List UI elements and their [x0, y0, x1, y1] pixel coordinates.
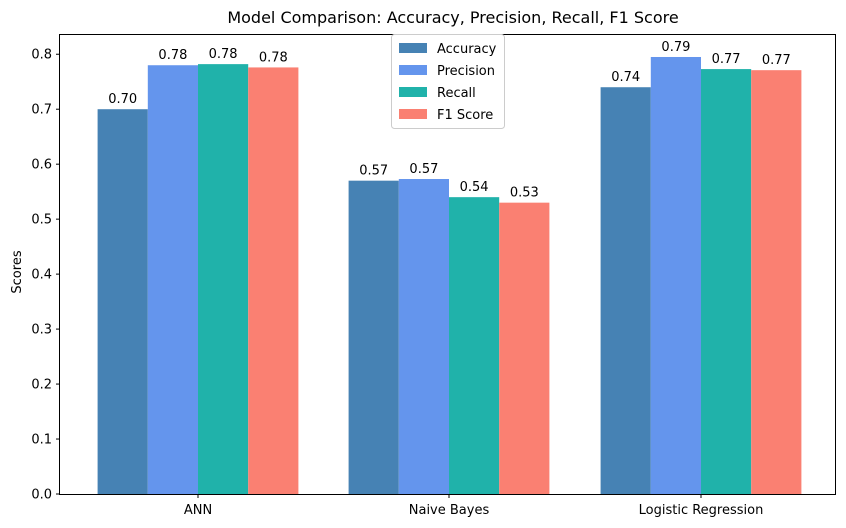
- x-axis: ANN Naive Bayes Logistic Regression: [184, 494, 764, 518]
- chart-title: Model Comparison: Accuracy, Precision, R…: [227, 8, 678, 27]
- y-tick-label: 0.8: [31, 48, 52, 63]
- legend-label: F1 Score: [437, 108, 493, 123]
- y-tick-label: 0.7: [31, 103, 52, 118]
- y-tick-label: 0.3: [31, 323, 52, 338]
- legend-label: Accuracy: [437, 42, 497, 57]
- legend-label: Recall: [437, 86, 476, 101]
- legend-swatch: [399, 65, 427, 75]
- bar-recall-logistic-regression: [701, 69, 752, 494]
- x-tick-label: Naive Bayes: [409, 503, 490, 518]
- bars-group: [97, 56, 802, 495]
- data-label: 0.79: [661, 40, 690, 55]
- bar-recall-naive-bayes: [449, 197, 500, 494]
- data-label: 0.57: [359, 164, 388, 179]
- bar-f1-score-naive-bayes: [499, 202, 550, 494]
- legend: Accuracy Precision Recall F1 Score: [391, 34, 505, 129]
- data-label: 0.70: [108, 92, 137, 107]
- y-axis: 0.0 0.1 0.2 0.3 0.4 0.5 0.6 0.7 0.8: [31, 48, 60, 503]
- x-tick-label: Logistic Regression: [639, 503, 764, 518]
- data-label: 0.74: [611, 70, 640, 85]
- x-tick-label: ANN: [184, 503, 212, 518]
- data-label: 0.57: [409, 162, 438, 177]
- y-axis-label: Scores: [10, 250, 25, 293]
- y-tick-label: 0.2: [31, 378, 52, 393]
- bar-precision-ann: [147, 65, 198, 494]
- bar-recall-ann: [198, 64, 249, 494]
- data-label: 0.78: [158, 48, 187, 63]
- data-label: 0.78: [259, 50, 288, 65]
- y-tick-label: 0.4: [31, 268, 52, 283]
- legend-swatch: [399, 43, 427, 53]
- legend-box: [391, 34, 505, 129]
- legend-swatch: [399, 87, 427, 97]
- bar-f1-score-ann: [248, 67, 299, 495]
- bar-accuracy-logistic-regression: [600, 87, 651, 494]
- data-label: 0.54: [460, 180, 489, 195]
- bar-precision-logistic-regression: [650, 56, 701, 495]
- y-tick-label: 0.1: [31, 433, 52, 448]
- legend-label: Precision: [437, 64, 495, 79]
- data-label: 0.53: [510, 186, 539, 201]
- bar-precision-naive-bayes: [398, 179, 449, 494]
- bar-accuracy-naive-bayes: [348, 180, 399, 495]
- bar-accuracy-ann: [97, 109, 148, 495]
- data-label: 0.77: [712, 52, 741, 67]
- y-tick-label: 0.5: [31, 213, 52, 228]
- y-tick-label: 0.6: [31, 158, 52, 173]
- data-label: 0.78: [209, 47, 238, 62]
- y-tick-label: 0.0: [31, 488, 52, 503]
- bar-f1-score-logistic-regression: [751, 70, 802, 495]
- data-labels-group: 0.70 0.57 0.74 0.78 0.57 0.79 0.78 0.54 0.77 0.78…: [108, 40, 791, 201]
- data-label: 0.77: [762, 53, 791, 68]
- legend-swatch: [399, 109, 427, 119]
